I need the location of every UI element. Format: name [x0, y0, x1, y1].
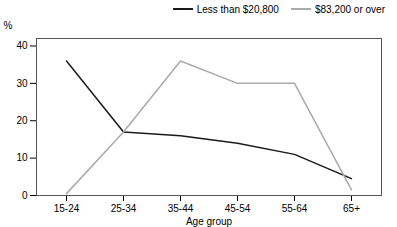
- svg-text:Age group: Age group: [186, 216, 233, 227]
- svg-text:0: 0: [22, 190, 28, 201]
- svg-text:10: 10: [16, 152, 28, 163]
- svg-text:35-44: 35-44: [168, 203, 194, 214]
- svg-text:30: 30: [16, 78, 28, 89]
- svg-text:%: %: [4, 20, 13, 31]
- svg-text:55-64: 55-64: [282, 203, 308, 214]
- html-text:Less than $20,800: Less than $20,800: [196, 3, 279, 15]
- svg-text:65+: 65+: [343, 203, 360, 214]
- svg-text:20: 20: [16, 115, 28, 126]
- html-text:$83,200 or over: $83,200 or over: [314, 3, 385, 15]
- svg-text:40: 40: [16, 40, 28, 51]
- svg-text:15-24: 15-24: [54, 203, 80, 214]
- svg-text:45-54: 45-54: [225, 203, 251, 214]
- svg-text:25-34: 25-34: [111, 203, 137, 214]
